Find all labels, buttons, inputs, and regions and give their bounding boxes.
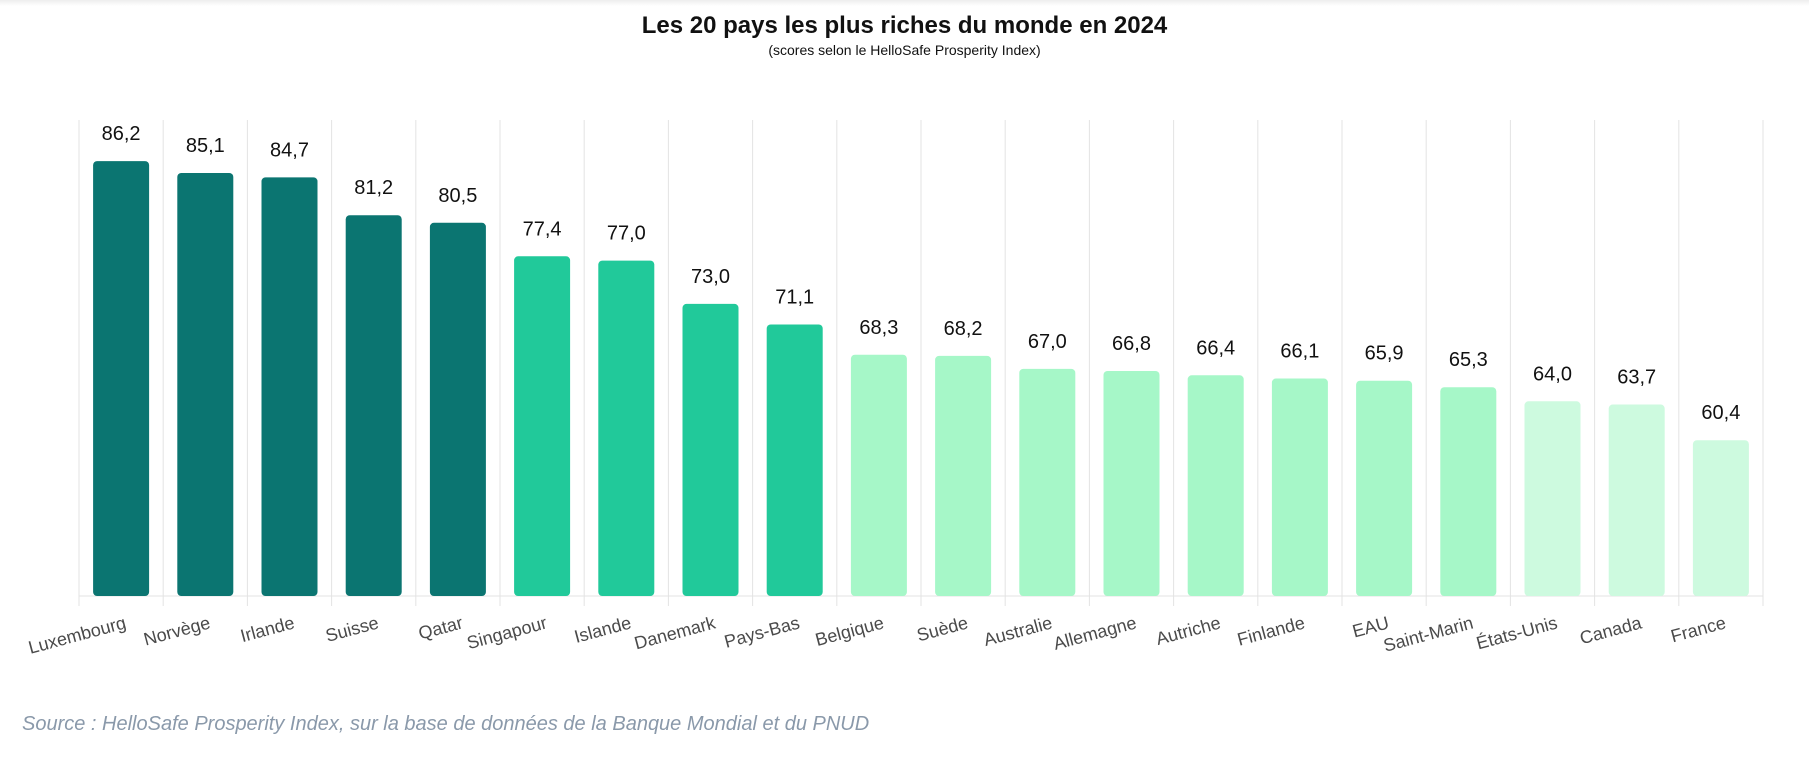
bar xyxy=(935,355,992,596)
x-tick-label: Australie xyxy=(982,613,1055,650)
data-label: 66,4 xyxy=(1196,337,1235,359)
data-label: 64,0 xyxy=(1533,363,1572,385)
bar xyxy=(514,256,571,596)
x-tick-label: Pays-Bas xyxy=(722,613,802,652)
bar xyxy=(93,161,150,597)
data-label: 66,8 xyxy=(1112,333,1151,355)
bar xyxy=(1524,401,1581,596)
bar xyxy=(345,215,402,596)
source-note: Source : HelloSafe Prosperity Index, sur… xyxy=(22,713,870,735)
top-shadow xyxy=(0,0,1809,6)
gridlines xyxy=(78,120,1764,606)
x-tick-label: Suède xyxy=(915,613,970,646)
bar xyxy=(850,354,907,596)
data-label: 84,7 xyxy=(270,139,309,161)
data-label: 63,7 xyxy=(1617,367,1656,389)
bar xyxy=(177,173,234,596)
bar xyxy=(1103,370,1160,596)
data-label: 77,4 xyxy=(523,218,562,240)
bar xyxy=(598,260,655,596)
x-tick-label: Qatar xyxy=(416,613,465,644)
bar xyxy=(1692,440,1749,596)
value-labels: 86,2 85,1 84,7 81,2 80,5 77,4 77,0 73,0 71,1 68,3… xyxy=(102,123,1741,424)
data-label: 71,1 xyxy=(775,286,814,308)
data-label: 65,9 xyxy=(1365,343,1404,365)
bar xyxy=(1187,375,1244,596)
chart-subtitle: (scores selon le HelloSafe Prosperity In… xyxy=(768,42,1041,58)
x-tick-label: États-Unis xyxy=(1474,613,1559,654)
bar xyxy=(1608,404,1665,596)
data-label: 60,4 xyxy=(1701,402,1740,424)
x-tick-label: Suisse xyxy=(323,613,380,646)
x-tick-label: Canada xyxy=(1578,612,1645,648)
data-label: 73,0 xyxy=(691,266,730,288)
chart-title: Les 20 pays les plus riches du monde en … xyxy=(641,12,1168,39)
bar xyxy=(1356,380,1413,596)
bar xyxy=(1271,378,1328,596)
x-tick-label: Autriche xyxy=(1154,613,1223,649)
x-tick-label: Allemagne xyxy=(1051,613,1138,654)
x-tick-label: Singapour xyxy=(465,613,549,654)
x-tick-label: Norvège xyxy=(141,613,212,650)
bar xyxy=(1440,387,1497,596)
data-label: 81,2 xyxy=(354,177,393,199)
data-label: 86,2 xyxy=(102,123,141,145)
x-tick-label: Luxembourg xyxy=(26,613,128,658)
bars xyxy=(93,161,1749,597)
data-label: 77,0 xyxy=(607,223,646,245)
x-axis-labels: Luxembourg Norvège Irlande Suisse Qatar Singa… xyxy=(26,612,1728,657)
x-tick-label: Danemark xyxy=(632,612,718,653)
x-tick-label: Saint-Marin xyxy=(1381,613,1475,656)
data-label: 65,3 xyxy=(1449,349,1488,371)
data-label: 68,3 xyxy=(859,317,898,339)
bar xyxy=(766,324,823,596)
bar xyxy=(1019,368,1076,596)
x-tick-label: Irlande xyxy=(238,613,296,647)
x-tick-label: Islande xyxy=(572,613,633,647)
data-label: 85,1 xyxy=(186,135,225,157)
x-tick-label: Belgique xyxy=(813,613,886,650)
data-label: 68,2 xyxy=(944,318,983,340)
bar xyxy=(682,303,739,596)
bar xyxy=(261,177,318,596)
bar-chart: 86,2 85,1 84,7 81,2 80,5 77,4 77,0 73,0 71,1 68,3… xyxy=(26,120,1764,658)
x-tick-label: France xyxy=(1669,613,1728,647)
data-label: 67,0 xyxy=(1028,331,1067,353)
data-label: 80,5 xyxy=(438,185,477,207)
x-tick-label: Finlande xyxy=(1235,613,1307,650)
data-label: 66,1 xyxy=(1280,341,1319,363)
bar xyxy=(429,222,486,597)
